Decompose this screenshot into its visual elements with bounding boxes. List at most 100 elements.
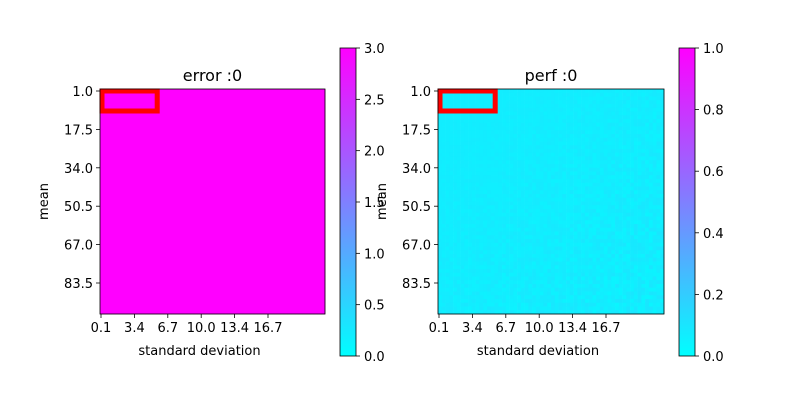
heatmap-cell <box>475 141 480 146</box>
heatmap-cell <box>250 269 255 274</box>
heatmap-cell <box>182 209 187 214</box>
heatmap-cell <box>441 96 446 101</box>
heatmap-cell <box>306 156 311 161</box>
heatmap-cell <box>186 104 191 109</box>
heatmap-cell <box>272 235 277 240</box>
heatmap-cell <box>163 284 168 289</box>
heatmap-cell <box>133 100 138 105</box>
heatmap-cell <box>156 194 161 199</box>
heatmap-cell <box>261 107 266 112</box>
heatmap-cell <box>302 92 307 97</box>
heatmap-cell <box>182 164 187 169</box>
heatmap-cell <box>513 160 518 165</box>
heatmap-cell <box>558 107 563 112</box>
heatmap-cell <box>100 276 105 281</box>
heatmap-cell <box>283 242 288 247</box>
heatmap-cell <box>220 205 225 210</box>
heatmap-cell <box>212 216 217 221</box>
heatmap-cell <box>321 96 326 101</box>
heatmap-cell <box>220 152 225 157</box>
heatmap-cell <box>193 272 198 277</box>
heatmap-cell <box>272 212 277 217</box>
heatmap-cell <box>190 306 195 311</box>
heatmap-cell <box>265 239 270 244</box>
heatmap-cell <box>261 280 266 285</box>
heatmap-cell <box>535 164 540 169</box>
heatmap-cell <box>310 299 315 304</box>
heatmap-cell <box>517 134 522 139</box>
heatmap-cell <box>250 201 255 206</box>
heatmap-cell <box>268 272 273 277</box>
heatmap-cell <box>156 126 161 131</box>
heatmap-cell <box>190 152 195 157</box>
heatmap-cell <box>190 261 195 266</box>
heatmap-cell <box>520 149 525 154</box>
heatmap-cell <box>186 295 191 300</box>
heatmap-cell <box>242 115 247 120</box>
heatmap-cell <box>539 107 544 112</box>
heatmap-cell <box>611 145 616 150</box>
heatmap-cell <box>283 216 288 221</box>
heatmap-cell <box>152 152 157 157</box>
heatmap-cell <box>201 265 206 270</box>
heatmap-cell <box>201 186 206 191</box>
heatmap-cell <box>528 141 533 146</box>
heatmap-cell <box>543 141 548 146</box>
heatmap-cell <box>126 190 131 195</box>
heatmap-cell <box>302 265 307 270</box>
heatmap-cell <box>133 227 138 232</box>
heatmap-cell <box>148 280 153 285</box>
heatmap-cell <box>283 156 288 161</box>
heatmap-cell <box>633 119 638 124</box>
heatmap-cell <box>201 299 206 304</box>
heatmap-cell <box>257 107 262 112</box>
heatmap-cell <box>163 92 168 97</box>
heatmap-cell <box>238 257 243 262</box>
heatmap-cell <box>133 299 138 304</box>
heatmap-cell <box>276 167 281 172</box>
heatmap-cell <box>197 96 202 101</box>
heatmap-cell <box>115 212 120 217</box>
heatmap-cell <box>171 104 176 109</box>
heatmap-cell <box>295 171 300 176</box>
heatmap-cell <box>317 175 322 180</box>
heatmap-cell <box>152 265 157 270</box>
heatmap-cell <box>276 100 281 105</box>
heatmap-cell <box>231 126 236 131</box>
heatmap-cell <box>321 89 326 94</box>
heatmap-cell <box>449 130 454 135</box>
heatmap-cell <box>205 224 210 229</box>
heatmap-cell <box>272 272 277 277</box>
heatmap-cell <box>321 126 326 131</box>
heatmap-cell <box>648 126 653 131</box>
heatmap-cell <box>630 145 635 150</box>
heatmap-cell <box>103 287 108 292</box>
heatmap-cell <box>100 295 105 300</box>
heatmap-cell <box>298 122 303 127</box>
heatmap-cell <box>280 254 285 259</box>
heatmap-cell <box>186 145 191 150</box>
heatmap-cell <box>569 141 574 146</box>
heatmap-cell <box>152 179 157 184</box>
heatmap-cell <box>524 160 529 165</box>
heatmap-cell <box>464 104 469 109</box>
heatmap-cell <box>268 111 273 116</box>
heatmap-cell <box>283 284 288 289</box>
heatmap-cell <box>645 156 650 161</box>
heatmap-cell <box>547 130 552 135</box>
heatmap-cell <box>208 310 213 315</box>
heatmap-cell <box>148 250 153 255</box>
heatmap-cell <box>197 141 202 146</box>
heatmap-cell <box>220 89 225 94</box>
heatmap-cell <box>539 96 544 101</box>
heatmap-cell <box>543 164 548 169</box>
heatmap-cell <box>148 212 153 217</box>
heatmap-cell <box>208 280 213 285</box>
heatmap-cell <box>505 167 510 172</box>
heatmap-cell <box>182 115 187 120</box>
heatmap-cell <box>276 107 281 112</box>
heatmap-cell <box>298 272 303 277</box>
heatmap-cell <box>156 141 161 146</box>
heatmap-cell <box>611 122 616 127</box>
heatmap-cell <box>261 104 266 109</box>
